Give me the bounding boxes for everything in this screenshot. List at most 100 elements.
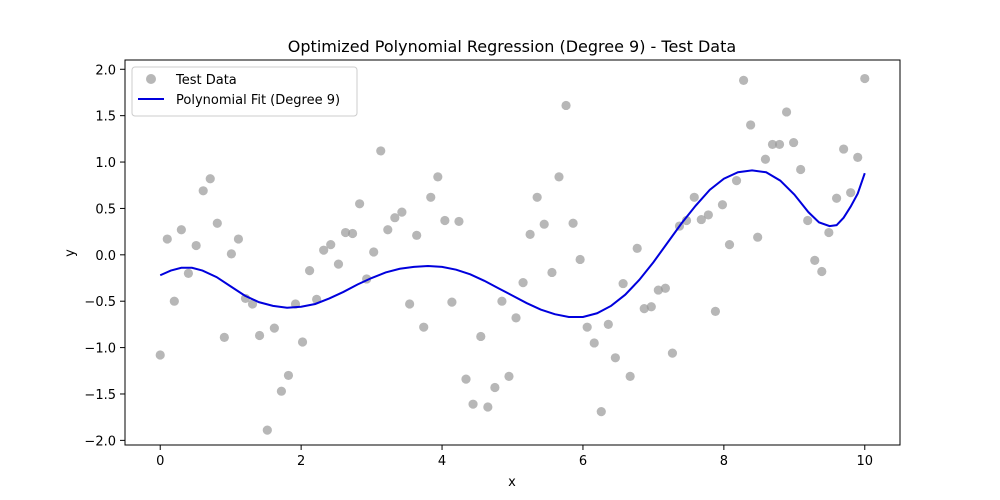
data-point xyxy=(369,247,379,257)
data-point xyxy=(689,192,699,202)
data-point xyxy=(433,172,443,182)
data-point xyxy=(426,192,436,202)
x-tick-label: 6 xyxy=(579,454,587,469)
data-point xyxy=(724,240,735,250)
data-point xyxy=(632,243,642,253)
data-point xyxy=(262,425,272,435)
data-point xyxy=(468,399,478,409)
data-point xyxy=(525,229,535,240)
data-point xyxy=(596,407,606,417)
data-point xyxy=(774,139,785,150)
axes-frame xyxy=(124,59,901,446)
data-point xyxy=(397,207,407,217)
data-point xyxy=(162,234,172,244)
plot-area xyxy=(155,73,870,435)
data-point xyxy=(839,144,849,154)
data-point xyxy=(810,255,820,265)
data-point xyxy=(660,283,670,293)
y-tick-label: −1.5 xyxy=(84,388,116,403)
data-point xyxy=(412,230,422,240)
data-point xyxy=(561,100,571,111)
data-point xyxy=(568,218,578,228)
data-point xyxy=(831,193,842,203)
data-point xyxy=(297,337,308,347)
x-tick-label: 4 xyxy=(438,454,446,469)
data-point xyxy=(319,245,329,255)
data-point xyxy=(504,371,514,381)
x-tick-label: 10 xyxy=(856,454,873,469)
y-axis: −2.0 −1.5 −1.0 −0.5 0.0 0.5 1.0 1.5 2.0 xyxy=(84,63,125,449)
data-point xyxy=(547,267,557,278)
data-point xyxy=(326,240,336,250)
data-point xyxy=(376,146,386,156)
data-point xyxy=(767,139,778,150)
data-point xyxy=(497,296,507,306)
data-point xyxy=(476,331,486,342)
x-axis-label: x xyxy=(508,475,516,490)
data-point xyxy=(169,296,179,306)
polynomial-fit-line xyxy=(159,169,866,318)
data-point xyxy=(355,199,365,209)
legend-label-polynomial-fit: Polynomial Fit (Degree 9) xyxy=(176,93,340,108)
chart-title: Optimized Polynomial Regression (Degree … xyxy=(288,37,736,56)
data-point xyxy=(155,350,165,360)
y-axis-label: y xyxy=(63,249,78,257)
data-point xyxy=(653,285,663,295)
data-point xyxy=(803,215,813,226)
data-point xyxy=(796,164,806,175)
y-tick-label: −0.5 xyxy=(84,295,116,310)
data-point xyxy=(853,152,863,163)
data-point xyxy=(789,137,799,148)
data-point xyxy=(667,348,678,358)
data-point xyxy=(760,154,771,164)
legend-marker-test-data xyxy=(146,74,156,84)
data-point xyxy=(183,268,194,278)
data-point xyxy=(483,402,493,412)
data-point xyxy=(824,227,834,238)
data-point xyxy=(610,353,620,363)
data-point xyxy=(283,370,294,381)
data-point xyxy=(781,107,792,117)
data-point xyxy=(226,249,236,259)
y-tick-label: 0.5 xyxy=(95,202,116,217)
x-axis: 0 2 4 6 8 10 xyxy=(156,445,873,469)
data-point xyxy=(681,215,692,226)
data-point xyxy=(390,213,400,223)
data-point xyxy=(575,254,585,265)
data-point xyxy=(703,210,713,220)
data-point xyxy=(539,219,549,229)
data-point xyxy=(340,227,351,238)
data-point xyxy=(269,323,279,333)
y-tick-label: −2.0 xyxy=(84,434,116,449)
data-point xyxy=(490,382,500,393)
legend-label-test-data: Test Data xyxy=(175,73,237,88)
data-point xyxy=(511,313,521,323)
y-tick-label: 1.5 xyxy=(95,110,116,125)
y-tick-label: 0.0 xyxy=(95,249,116,264)
data-point xyxy=(639,304,649,314)
y-tick-label: 1.0 xyxy=(95,156,116,171)
data-point xyxy=(582,322,592,332)
data-point xyxy=(447,297,457,307)
data-point xyxy=(198,186,208,196)
data-point xyxy=(625,371,635,381)
x-tick-label: 0 xyxy=(156,454,164,469)
x-tick-label: 8 xyxy=(720,454,728,469)
data-point xyxy=(518,278,528,288)
data-point xyxy=(454,216,464,227)
data-point xyxy=(383,225,393,235)
data-point xyxy=(717,200,728,210)
data-point xyxy=(440,215,450,226)
data-point xyxy=(419,322,429,332)
data-point xyxy=(746,120,756,130)
data-point xyxy=(254,330,265,341)
legend: Test Data Polynomial Fit (Degree 9) xyxy=(131,66,358,117)
data-point xyxy=(817,266,827,277)
data-point xyxy=(191,240,201,251)
y-tick-label: 2.0 xyxy=(95,63,116,78)
data-point xyxy=(710,306,721,317)
data-point xyxy=(233,234,244,244)
data-point xyxy=(731,176,742,186)
data-point xyxy=(738,75,749,86)
